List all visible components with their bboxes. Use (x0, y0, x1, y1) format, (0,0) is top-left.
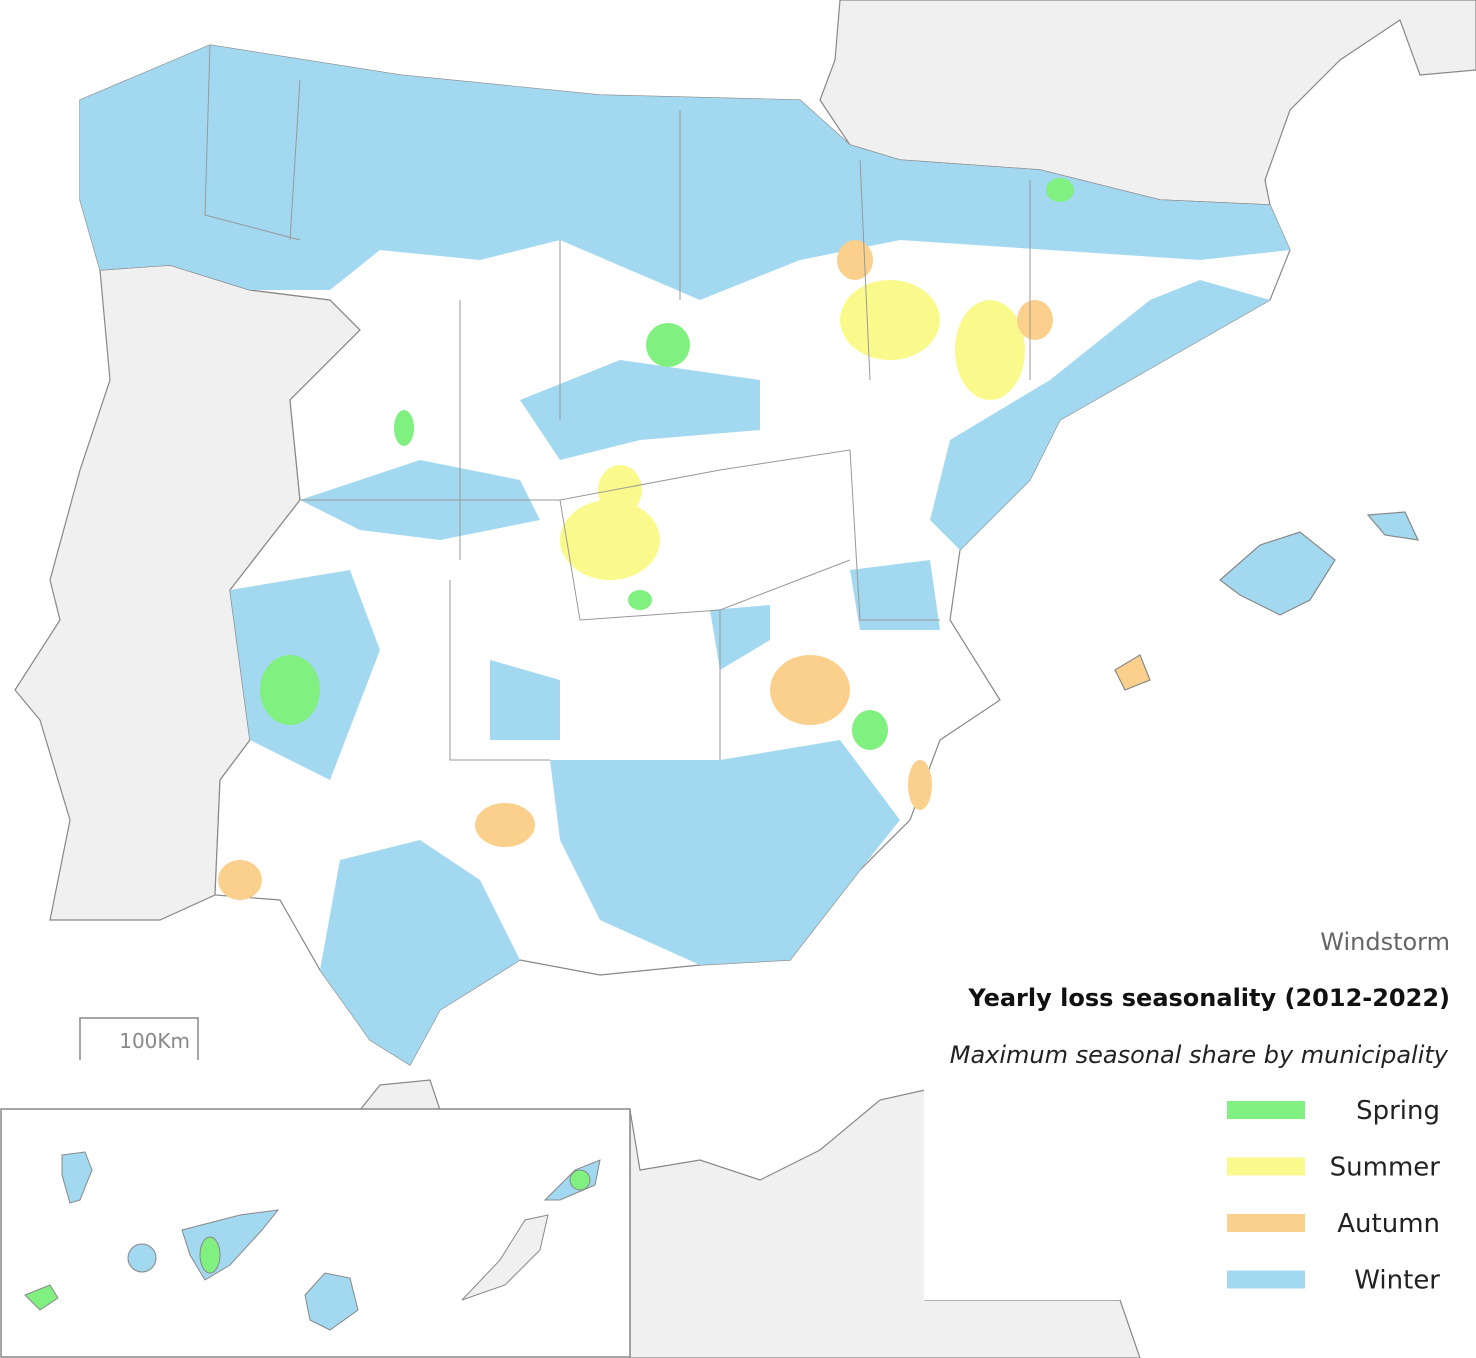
season-area (1017, 300, 1053, 340)
france (819, 0, 1476, 206)
africa (358, 1079, 1141, 1358)
legend-label: Spring (1356, 1096, 1440, 1126)
season-area (550, 740, 900, 965)
scale-label: 100Km (119, 1029, 190, 1053)
legend-label: Summer (1330, 1153, 1441, 1183)
season-area (908, 760, 932, 810)
season-area (852, 710, 888, 750)
season-area (850, 560, 940, 630)
mallorca (1219, 531, 1336, 616)
season-area (837, 240, 873, 280)
season-area (475, 803, 535, 847)
season-area (628, 590, 652, 610)
legend-label: Autumn (1337, 1209, 1440, 1239)
season-area (394, 410, 414, 446)
legend-label: Winter (1354, 1266, 1440, 1296)
season-area (930, 280, 1270, 550)
ibiza (1114, 654, 1151, 691)
season-area (218, 860, 262, 900)
season-area (770, 655, 850, 725)
legend-subtitle: Maximum seasonal share by municipality (950, 1041, 1449, 1069)
scale-bar (79, 1017, 199, 1060)
legend-swatch (1227, 1214, 1305, 1232)
legend-panel (924, 915, 1451, 1300)
season-area (955, 300, 1025, 400)
menorca (1366, 511, 1420, 541)
season-area (560, 500, 660, 580)
season-area (80, 45, 1290, 300)
region-borders (204, 44, 1031, 761)
hazard-label: Windstorm (1320, 928, 1450, 956)
season-area (598, 465, 642, 515)
season-area (1046, 178, 1074, 202)
season-area (320, 840, 520, 1065)
canary-islands (24, 1151, 601, 1331)
legend-title: Yearly loss seasonality (2012-2022) (967, 984, 1450, 1012)
season-area (710, 605, 770, 670)
legend: Spring Summer Autumn Winter (1227, 1096, 1440, 1296)
season-area (490, 660, 560, 740)
legend-swatch (1227, 1157, 1305, 1176)
season-area (260, 655, 320, 725)
legend-swatch (1227, 1101, 1305, 1119)
season-area (520, 360, 760, 460)
legend-swatch (1227, 1270, 1305, 1289)
season-area (646, 323, 690, 367)
season-areas (80, 45, 1290, 1065)
season-area (840, 280, 940, 360)
